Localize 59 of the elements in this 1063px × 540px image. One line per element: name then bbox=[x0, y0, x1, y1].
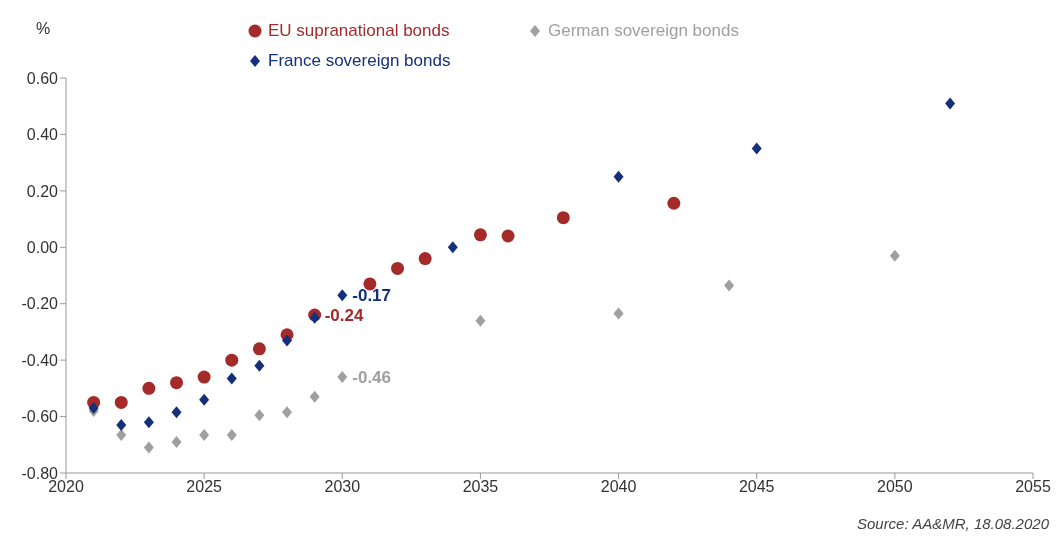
point bbox=[337, 371, 348, 384]
point bbox=[447, 241, 458, 254]
point bbox=[199, 393, 210, 406]
source-note: Source: AA&MR, 18.08.2020 bbox=[856, 515, 1049, 532]
point bbox=[889, 249, 900, 262]
point bbox=[226, 372, 237, 385]
x-tick-label: 2050 bbox=[877, 478, 913, 496]
data-label: -0.24 bbox=[324, 306, 364, 325]
point bbox=[751, 142, 762, 155]
point bbox=[613, 170, 624, 183]
x-tick-label: 2030 bbox=[324, 478, 361, 496]
legend-label: France sovereign bonds bbox=[268, 51, 451, 71]
point bbox=[143, 416, 154, 429]
point bbox=[252, 342, 266, 356]
y-tick-label: -0.20 bbox=[21, 295, 59, 313]
point bbox=[613, 307, 624, 320]
point bbox=[171, 406, 182, 419]
point bbox=[945, 97, 956, 110]
point bbox=[142, 381, 156, 395]
x-tick-label: 2025 bbox=[186, 478, 223, 496]
point bbox=[226, 428, 237, 441]
point bbox=[143, 441, 154, 454]
x-tick-label: 2045 bbox=[738, 478, 775, 496]
y-tick-label: -0.40 bbox=[21, 351, 59, 369]
point bbox=[724, 279, 735, 292]
y-tick-label: 0.00 bbox=[26, 238, 59, 256]
point bbox=[170, 376, 184, 390]
legend-label: EU supranational bonds bbox=[268, 21, 450, 41]
x-tick-label: 2035 bbox=[462, 478, 499, 496]
point bbox=[254, 359, 265, 372]
point bbox=[197, 370, 211, 384]
point bbox=[556, 211, 570, 225]
point bbox=[282, 406, 293, 419]
point bbox=[171, 435, 182, 448]
y-tick-label: 0.60 bbox=[26, 69, 59, 87]
point bbox=[199, 428, 210, 441]
x-tick-label: 2020 bbox=[48, 478, 84, 496]
point bbox=[254, 409, 265, 422]
y-tick-label: 0.40 bbox=[26, 126, 59, 144]
point bbox=[225, 353, 239, 367]
x-tick-label: 2055 bbox=[1015, 478, 1051, 496]
legend-label: German sovereign bonds bbox=[548, 21, 739, 41]
data-label: -0.46 bbox=[352, 368, 392, 388]
y-tick-label: 0.20 bbox=[26, 182, 59, 200]
point bbox=[473, 228, 487, 242]
point bbox=[114, 395, 128, 409]
point bbox=[309, 390, 320, 403]
data-label: -0.17 bbox=[352, 286, 392, 306]
point bbox=[501, 229, 515, 243]
point bbox=[667, 196, 681, 210]
point bbox=[391, 261, 405, 275]
point bbox=[418, 252, 432, 266]
y-tick-label: -0.60 bbox=[21, 408, 59, 426]
point bbox=[475, 314, 486, 327]
x-tick-label: 2040 bbox=[600, 478, 637, 496]
point bbox=[337, 289, 348, 302]
y-axis-title: % bbox=[36, 20, 51, 38]
point bbox=[116, 419, 127, 432]
point bbox=[282, 334, 293, 347]
